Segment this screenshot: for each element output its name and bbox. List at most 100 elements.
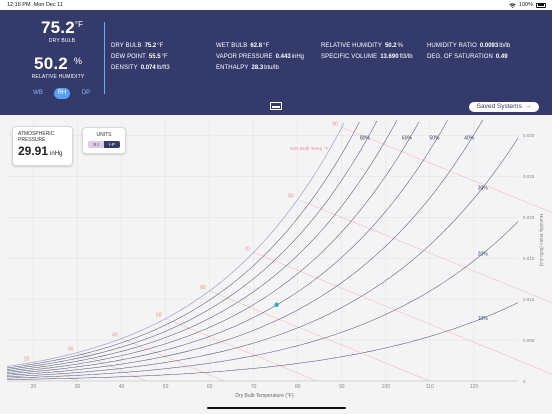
rh-label-40: 40% bbox=[464, 136, 475, 142]
wet-bulb-label-30: 30 bbox=[68, 347, 74, 353]
wet-bulb-line-70 bbox=[253, 252, 552, 375]
wet-bulb-label-60: 60 bbox=[200, 285, 206, 291]
rh-curve-70 bbox=[6, 120, 398, 372]
wet-bulb-line-80 bbox=[297, 199, 552, 304]
y-tick-label-2: 0.010 bbox=[523, 297, 535, 302]
rh-label-20: 20% bbox=[478, 252, 489, 258]
x-tick-label-50: 50 bbox=[163, 384, 169, 390]
x-tick-label-120: 120 bbox=[470, 384, 479, 390]
state-point bbox=[274, 302, 279, 308]
input-mode-toggle: WB RH DP bbox=[30, 88, 94, 99]
atm-label-line1: ATMOSPHERIC bbox=[18, 131, 55, 137]
y-tick-label-0: 0 bbox=[523, 379, 526, 384]
units-si-option[interactable]: S.I bbox=[88, 141, 104, 148]
wet-bulb-axis-label: Wet Bulb Temp °F bbox=[290, 146, 329, 152]
rh-curve-40 bbox=[6, 119, 484, 376]
wet-bulb-label-50: 50 bbox=[156, 313, 162, 319]
header-divider bbox=[104, 22, 105, 94]
y-tick-label-1: 0.005 bbox=[523, 338, 535, 343]
wet-bulb-line-90 bbox=[341, 127, 552, 213]
rh-value: 50.2 bbox=[34, 54, 68, 73]
y-axis-label: Humidity Ratio (lb/lb d.a) bbox=[538, 214, 544, 267]
rh-label-50: 50% bbox=[429, 136, 440, 142]
wet-bulb-line-60 bbox=[209, 290, 430, 382]
battery-percent: 100% bbox=[518, 2, 533, 8]
y-tick-label-6: 0.030 bbox=[523, 133, 535, 138]
dry-bulb-primary[interactable]: 75.2°F DRY BULB bbox=[38, 18, 86, 44]
status-bar: 12:16 PM Mon Dec 11 100% bbox=[0, 0, 552, 10]
x-tick-label-60: 60 bbox=[207, 384, 213, 390]
wet-bulb-label-40: 40 bbox=[112, 333, 118, 339]
rh-label-10: 10% bbox=[478, 316, 489, 322]
x-tick-label-70: 70 bbox=[251, 384, 257, 390]
relative-humidity-primary[interactable]: 50.2% RELATIVE HUMIDITY bbox=[24, 54, 92, 80]
battery-icon bbox=[536, 2, 546, 8]
rh-curve-10 bbox=[6, 302, 519, 380]
results-header: 75.2°F DRY BULB 50.2% RELATIVE HUMIDITY … bbox=[0, 10, 552, 115]
x-tick-label-100: 100 bbox=[382, 384, 391, 390]
wet-bulb-line-50 bbox=[165, 318, 318, 382]
y-tick-label-3: 0.015 bbox=[523, 256, 535, 261]
rh-label-80: 80% bbox=[360, 136, 371, 142]
mode-wb[interactable]: WB bbox=[33, 90, 43, 96]
wet-bulb-line-40 bbox=[121, 338, 225, 382]
psychrometric-chart[interactable]: 20 30 40 50 60 70 80 90 100 110 120 0 0.005 0.010 0.01… bbox=[0, 115, 552, 405]
reading-specific-volume: SPECIFIC VOLUME 13.690ft3/lb bbox=[321, 54, 413, 60]
status-time: 12:16 PM Mon Dec 11 bbox=[7, 2, 63, 8]
wet-bulb-label-70: 70 bbox=[244, 246, 250, 252]
dry-bulb-value: 75.2 bbox=[41, 18, 75, 37]
status-right: 100% bbox=[509, 2, 546, 8]
rh-curve-60 bbox=[6, 121, 420, 373]
units-label: UNITS bbox=[96, 132, 112, 138]
x-tick-label-30: 30 bbox=[75, 384, 81, 390]
x-tick-label-110: 110 bbox=[426, 384, 434, 390]
rh-label-60: 60% bbox=[402, 136, 413, 142]
arrow-right-icon: → bbox=[524, 103, 532, 110]
reading-wet-bulb: WET BULB 62.8°F bbox=[216, 43, 270, 49]
atm-value: 29.91 bbox=[18, 144, 49, 158]
y-tick-label-4: 0.020 bbox=[523, 215, 535, 220]
rh-curve-20 bbox=[7, 221, 519, 379]
rh-curve-100 bbox=[6, 122, 345, 367]
atm-label-line2: PRESSURE bbox=[18, 137, 46, 143]
saved-systems-button[interactable]: Saved Systems → bbox=[469, 102, 539, 112]
saved-systems-label: Saved Systems bbox=[476, 103, 522, 110]
home-indicator bbox=[207, 407, 346, 409]
mode-dp[interactable]: DP bbox=[81, 90, 91, 96]
rh-label: RELATIVE HUMIDITY bbox=[31, 74, 85, 80]
reading-dew-point: DEW POINT 55.5°F bbox=[111, 54, 168, 60]
dry-bulb-unit: °F bbox=[74, 20, 83, 29]
rh-curve-80 bbox=[6, 120, 378, 370]
reading-density: DENSITY 0.074lb/ft3 bbox=[111, 65, 170, 71]
x-tick-label-40: 40 bbox=[119, 384, 125, 390]
units-card: UNITS S.I I-P bbox=[82, 127, 126, 154]
atm-unit: inHg bbox=[50, 151, 63, 157]
x-tick-label-90: 90 bbox=[339, 384, 345, 390]
reading-vapor-pressure: VAPOR PRESSURE 0.443inHg bbox=[216, 54, 304, 60]
units-ip-option[interactable]: I-P bbox=[104, 141, 120, 148]
psychrometric-chart-svg[interactable]: 20 30 40 50 60 70 80 90 100 110 120 0 0.005 0.010 0.01… bbox=[0, 115, 552, 405]
atmospheric-pressure-card[interactable]: ATMOSPHERIC PRESSURE 29.91 inHg bbox=[12, 126, 73, 166]
reading-dry-bulb: DRY BULB 75.2°F bbox=[111, 43, 164, 49]
reading-enthalpy: ENTHALPY 28.3btu/lb bbox=[216, 65, 279, 71]
x-tick-label-20: 20 bbox=[31, 384, 37, 390]
mode-rh[interactable]: RH bbox=[54, 88, 70, 99]
rh-label-30: 30% bbox=[478, 186, 489, 192]
wet-bulb-label-90: 90 bbox=[332, 121, 338, 127]
rh-unit: % bbox=[73, 56, 82, 66]
rh-curve-50 bbox=[6, 120, 448, 375]
units-segmented-control: S.I I-P bbox=[83, 141, 125, 148]
rh-curve-30 bbox=[6, 137, 519, 377]
rh-curve-90 bbox=[6, 121, 360, 369]
y-tick-label-5: 0.025 bbox=[523, 174, 535, 179]
x-tick-label-80: 80 bbox=[295, 384, 301, 390]
reading-relative-humidity: RELATIVE HUMIDITY 50.2% bbox=[321, 43, 403, 49]
wet-bulb-label-80: 80 bbox=[288, 193, 294, 199]
x-axis-label: Dry Bulb Temperature (°F) bbox=[235, 393, 294, 399]
wifi-icon bbox=[509, 2, 516, 8]
dry-bulb-label: DRY BULB bbox=[48, 38, 76, 44]
collapse-panel-icon[interactable] bbox=[270, 102, 282, 110]
reading-degree-saturation: DEG. OF SATURATION 0.49 bbox=[427, 54, 508, 60]
reading-humidity-ratio: HUMIDITY RATIO 0.0093lb/lb bbox=[427, 43, 511, 49]
wet-bulb-label-20: 20 bbox=[24, 356, 30, 362]
